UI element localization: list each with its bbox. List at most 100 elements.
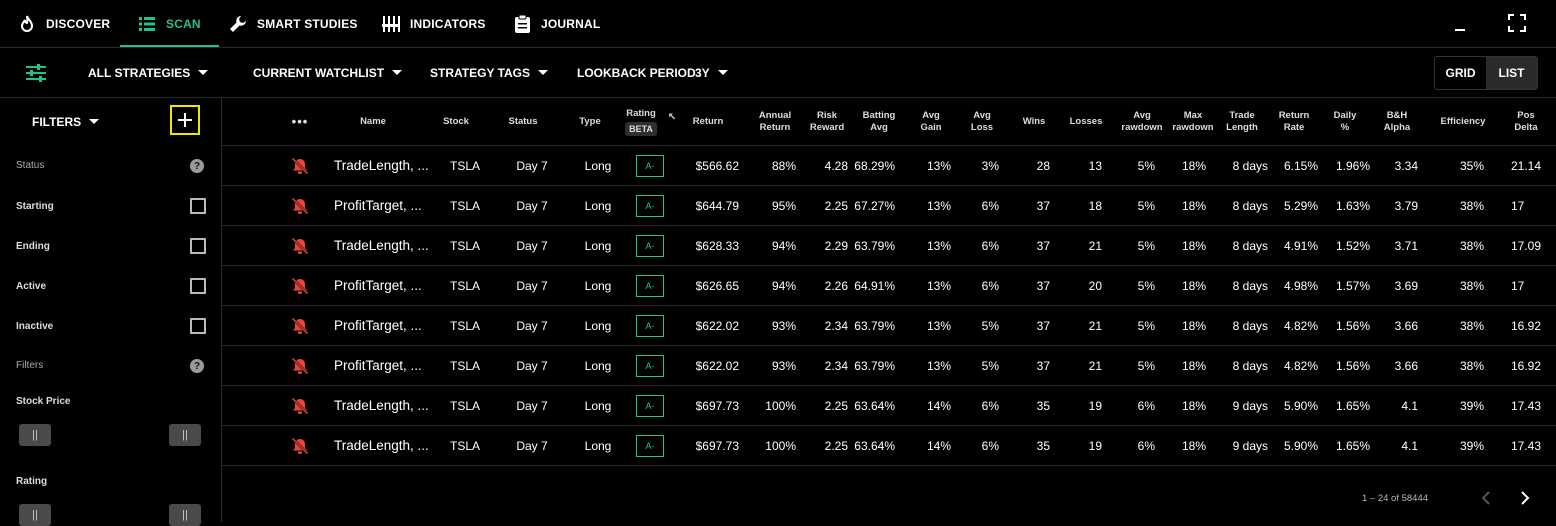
tab-discover[interactable]: DISCOVER (18, 0, 110, 47)
header-max-drawdown[interactable]: Max rawdown (1172, 109, 1214, 133)
header-stock[interactable]: Stock (443, 115, 469, 127)
header-type[interactable]: Type (579, 115, 601, 127)
chevron-left-icon (1481, 491, 1490, 505)
table-row[interactable]: TradeLength, ... TSLA Day 7 Long $697.73 100%… (222, 386, 1556, 426)
alert-off-icon[interactable] (291, 386, 309, 425)
next-page-button[interactable] (1517, 490, 1533, 506)
table-row[interactable]: ProfitTarget, ... TSLA Day 7 Long $622.02 93%… (222, 346, 1556, 386)
cell-avg-loss: 6% (981, 398, 999, 413)
stock-price-max-handle[interactable]: || (169, 424, 201, 446)
cell-type: Long (584, 278, 612, 293)
status-inactive-checkbox[interactable] (190, 318, 206, 334)
cell-status: Day 7 (516, 278, 548, 293)
help-icon[interactable]: ? (190, 359, 204, 373)
cell-bh-alpha: 4.1 (1401, 398, 1418, 413)
table-row[interactable]: ProfitTarget, ... TSLA Day 7 Long $622.02 93%… (222, 306, 1556, 346)
cell-avg-drawdown: 5% (1137, 238, 1155, 253)
header-losses[interactable]: Losses (1069, 115, 1103, 127)
cell-bh-alpha: 3.79 (1394, 198, 1418, 213)
cell-trade-length: 8 days (1232, 278, 1268, 293)
all-strategies-dropdown[interactable]: ALL STRATEGIES (88, 48, 209, 97)
grid-view-button[interactable]: GRID (1445, 66, 1476, 80)
status-inactive-label: Inactive (16, 321, 54, 332)
header-annual-return[interactable]: Annual Return (758, 109, 792, 133)
table-row[interactable]: TradeLength, ... TSLA Day 7 Long $566.62 88% 4… (222, 146, 1556, 186)
fullscreen-icon[interactable] (1508, 14, 1526, 32)
header-return[interactable]: Return (692, 115, 724, 127)
status-heading: Status (16, 160, 45, 171)
cell-return-rate: 5.90% (1283, 438, 1318, 453)
cell-name[interactable]: ProfitTarget, ... (334, 278, 422, 293)
alert-off-icon[interactable] (291, 426, 309, 465)
header-rating[interactable]: Rating BETA (625, 107, 657, 136)
cell-type: Long (584, 358, 612, 373)
header-avg-drawdown[interactable]: Avg rawdown (1121, 109, 1163, 133)
cell-name[interactable]: ProfitTarget, ... (334, 358, 422, 373)
header-avg-loss[interactable]: Avg Loss (970, 109, 994, 133)
minimize-icon[interactable] (1452, 14, 1470, 32)
column-menu-button[interactable]: ••• (291, 113, 309, 129)
alert-off-icon[interactable] (291, 146, 309, 185)
header-wins[interactable]: Wins (1022, 115, 1046, 127)
tab-indicators[interactable]: INDICATORS (382, 0, 486, 47)
status-starting-checkbox[interactable] (190, 198, 206, 214)
cell-name[interactable]: ProfitTarget, ... (334, 198, 422, 213)
lookback-period-dropdown[interactable]: 3Y (695, 48, 728, 97)
header-bh-alpha[interactable]: B&H Alpha (1383, 109, 1411, 133)
filter-settings-icon[interactable] (26, 48, 46, 97)
table-row[interactable]: TradeLength, ... TSLA Day 7 Long $697.73 100%… (222, 426, 1556, 466)
table-row[interactable]: TradeLength, ... TSLA Day 7 Long $628.33 94% 2… (222, 226, 1556, 266)
alert-off-icon[interactable] (291, 266, 309, 305)
alert-off-icon[interactable] (291, 226, 309, 265)
sliders-icon (382, 15, 400, 33)
cell-pos-delta: 17.43 (1511, 438, 1542, 453)
cell-wins: 35 (1036, 438, 1050, 453)
help-icon[interactable]: ? (190, 159, 204, 173)
cell-name[interactable]: TradeLength, ... (334, 398, 429, 413)
header-avg-gain[interactable]: Avg Gain (920, 109, 942, 133)
header-return-rate[interactable]: Return Rate (1278, 109, 1310, 133)
header-risk-reward[interactable]: Risk Reward (809, 109, 845, 133)
prev-page-button[interactable] (1478, 490, 1494, 506)
header-status[interactable]: Status (508, 115, 538, 127)
add-filter-button[interactable] (170, 105, 200, 135)
header-efficiency[interactable]: Efficiency (1440, 115, 1486, 127)
alert-off-icon[interactable] (291, 186, 309, 225)
header-trade-length[interactable]: Trade Length (1226, 109, 1258, 133)
tab-smart-studies[interactable]: SMART STUDIES (229, 0, 358, 47)
alert-off-icon[interactable] (291, 346, 309, 385)
cell-annual-return: 93% (771, 318, 796, 333)
strategy-tags-dropdown[interactable]: STRATEGY TAGS (430, 48, 549, 97)
cell-daily-pct: 1.65% (1335, 438, 1370, 453)
tab-journal[interactable]: JOURNAL (513, 0, 600, 47)
rating-min-handle[interactable]: || (19, 504, 51, 526)
header-name[interactable]: Name (360, 115, 386, 127)
cell-daily-pct: 1.56% (1335, 318, 1370, 333)
cell-max-drawdown: 18% (1181, 158, 1206, 173)
cell-pos-delta: 21.14 (1511, 158, 1542, 173)
tab-scan[interactable]: SCAN (120, 0, 219, 47)
header-pos-delta[interactable]: Pos Delta (1514, 109, 1538, 133)
status-active-checkbox[interactable] (190, 278, 206, 294)
current-watchlist-dropdown[interactable]: CURRENT WATCHLIST (253, 48, 403, 97)
cell-name[interactable]: TradeLength, ... (334, 158, 429, 173)
cell-avg-drawdown: 5% (1137, 358, 1155, 373)
alert-off-icon[interactable] (291, 306, 309, 345)
header-batting-avg[interactable]: Batting Avg (862, 109, 896, 133)
status-ending-checkbox[interactable] (190, 238, 206, 254)
cell-name[interactable]: TradeLength, ... (334, 438, 429, 453)
list-view-button[interactable]: LIST (1486, 57, 1537, 89)
cell-return: $566.62 (695, 158, 739, 173)
cell-name[interactable]: ProfitTarget, ... (334, 318, 422, 333)
header-daily-pct[interactable]: Daily% (1333, 109, 1357, 133)
cell-avg-gain: 13% (926, 318, 951, 333)
filters-dropdown[interactable]: FILTERS (32, 98, 100, 145)
cell-name[interactable]: TradeLength, ... (334, 238, 429, 253)
tab-label: DISCOVER (46, 16, 111, 31)
stock-price-min-handle[interactable]: || (19, 424, 51, 446)
table-row[interactable]: ProfitTarget, ... TSLA Day 7 Long $644.79 95%… (222, 186, 1556, 226)
table-row[interactable]: ProfitTarget, ... TSLA Day 7 Long $626.65 94%… (222, 266, 1556, 306)
cell-return-rate: 4.82% (1283, 318, 1318, 333)
sort-icon[interactable]: ↖ (667, 111, 677, 123)
rating-max-handle[interactable]: || (169, 504, 201, 526)
